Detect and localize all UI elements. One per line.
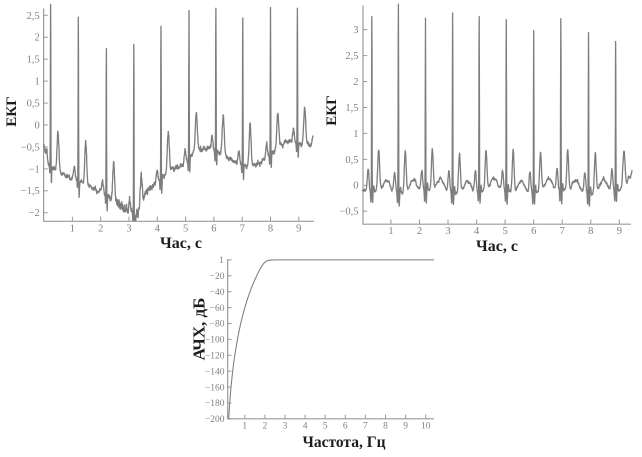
svg-text:8: 8 [588, 226, 593, 237]
svg-text:−200: −200 [205, 415, 225, 425]
svg-text:5: 5 [503, 226, 508, 237]
svg-text:1,5: 1,5 [345, 103, 358, 114]
svg-text:ЕКГ: ЕКГ [4, 96, 20, 126]
svg-text:0,5: 0,5 [345, 155, 358, 166]
svg-text:2,5: 2,5 [345, 51, 358, 62]
svg-text:0,5: 0,5 [27, 98, 40, 109]
svg-text:3: 3 [445, 226, 450, 237]
svg-text:7: 7 [363, 422, 368, 432]
svg-text:2: 2 [353, 77, 358, 88]
svg-text:−0,5: −0,5 [339, 207, 358, 218]
svg-text:6: 6 [211, 224, 216, 235]
svg-text:9: 9 [296, 224, 301, 235]
svg-text:9: 9 [403, 422, 408, 432]
svg-text:4: 4 [303, 422, 308, 432]
svg-text:−1: −1 [29, 164, 40, 175]
svg-text:ЕКГ: ЕКГ [324, 95, 340, 125]
svg-text:−180: −180 [205, 399, 225, 409]
svg-text:7: 7 [560, 226, 565, 237]
svg-text:8: 8 [383, 422, 388, 432]
svg-text:−40: −40 [210, 288, 225, 298]
svg-text:1: 1 [219, 256, 224, 266]
svg-text:9: 9 [617, 226, 622, 237]
svg-text:1: 1 [388, 226, 393, 237]
svg-text:5: 5 [323, 422, 328, 432]
svg-text:10: 10 [421, 422, 431, 432]
svg-text:−140: −140 [205, 367, 225, 377]
svg-text:1: 1 [35, 77, 40, 88]
svg-text:8: 8 [268, 224, 273, 235]
svg-text:3: 3 [353, 25, 358, 36]
svg-text:6: 6 [343, 422, 348, 432]
svg-text:1: 1 [242, 422, 247, 432]
svg-text:6: 6 [531, 226, 536, 237]
svg-text:2,5: 2,5 [27, 11, 40, 22]
svg-text:Час, с: Час, с [160, 235, 202, 252]
svg-text:−100: −100 [205, 336, 225, 346]
svg-text:5: 5 [183, 224, 188, 235]
svg-text:4: 4 [155, 224, 161, 235]
svg-text:−120: −120 [205, 352, 225, 362]
svg-text:2: 2 [263, 422, 268, 432]
svg-text:АЧХ, дБ: АЧХ, дБ [190, 298, 209, 361]
svg-text:−60: −60 [210, 304, 225, 314]
svg-text:7: 7 [240, 224, 245, 235]
svg-text:2: 2 [98, 224, 103, 235]
svg-text:Частота, Гц: Частота, Гц [302, 434, 385, 451]
svg-text:3: 3 [126, 224, 131, 235]
svg-text:−80: −80 [210, 320, 225, 330]
svg-text:0: 0 [353, 181, 358, 192]
svg-text:1: 1 [353, 129, 358, 140]
svg-text:1,5: 1,5 [27, 55, 40, 66]
svg-text:2: 2 [417, 226, 422, 237]
svg-text:0: 0 [35, 120, 40, 131]
svg-text:1: 1 [70, 224, 75, 235]
svg-text:3: 3 [283, 422, 288, 432]
svg-text:−1,5: −1,5 [21, 186, 40, 197]
svg-text:−2: −2 [29, 208, 40, 219]
svg-text:2: 2 [35, 33, 40, 44]
svg-text:−0,5: −0,5 [21, 142, 40, 153]
svg-text:Час, с: Час, с [476, 238, 518, 255]
svg-text:−20: −20 [210, 272, 225, 282]
svg-text:4: 4 [474, 226, 480, 237]
svg-text:−160: −160 [205, 383, 225, 393]
